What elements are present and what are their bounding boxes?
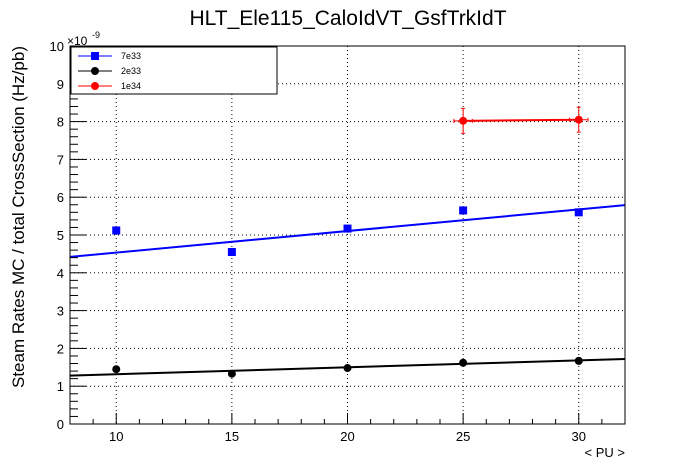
data-point-7e33 <box>574 208 583 217</box>
data-point-1e34 <box>459 116 468 125</box>
y-tick-label: 6 <box>57 190 64 205</box>
x-tick-label: 20 <box>340 429 354 444</box>
data-point-7e33 <box>343 224 352 233</box>
y-tick-label: 10 <box>50 39 64 54</box>
data-point-2e33 <box>112 365 121 374</box>
y-exponent-base: ×10 <box>67 34 88 48</box>
y-tick-label: 9 <box>57 77 64 92</box>
y-exponent-power: -9 <box>92 30 100 40</box>
x-axis-label: < PU > <box>585 445 625 460</box>
data-point-2e33 <box>459 358 468 367</box>
x-tick-label: 10 <box>109 429 123 444</box>
legend-marker-1e34 <box>91 82 99 90</box>
legend-marker-7e33 <box>91 52 99 60</box>
y-tick-label: 7 <box>57 152 64 167</box>
legend-label-7e33: 7e33 <box>121 51 141 61</box>
x-tick-label: 15 <box>225 429 239 444</box>
y-tick-label: 1 <box>57 379 64 394</box>
y-tick-label: 4 <box>57 266 64 281</box>
data-point-2e33 <box>227 369 236 378</box>
y-tick-label: 5 <box>57 228 64 243</box>
y-tick-label: 8 <box>57 115 64 130</box>
data-point-2e33 <box>574 356 583 365</box>
data-marks <box>112 106 589 378</box>
data-point-7e33 <box>227 248 236 257</box>
chart-title: HLT_Ele115_CaloIdVT_GsfTrkIdT <box>189 7 506 30</box>
y-tick-label: 3 <box>57 304 64 319</box>
axes: 10 15 20 25 30 0 1 2 3 4 5 6 7 8 9 10 <box>50 39 626 444</box>
y-tick-label: 0 <box>57 417 64 432</box>
x-tick-label: 30 <box>572 429 586 444</box>
series-line-1e34 <box>463 118 579 122</box>
y-tick-label: 2 <box>57 341 64 356</box>
legend-label-1e34: 1e34 <box>121 81 141 91</box>
x-tick-label: 25 <box>456 429 470 444</box>
legend-marker-2e33 <box>91 67 99 75</box>
legend: 7e33 2e33 1e34 <box>70 46 278 95</box>
y-axis-label: Steam Rates MC / total CrossSection (Hz/… <box>9 46 28 388</box>
legend-label-2e33: 2e33 <box>121 66 141 76</box>
data-point-7e33 <box>459 206 468 215</box>
data-point-1e34 <box>574 115 583 124</box>
data-point-2e33 <box>343 364 352 373</box>
data-point-7e33 <box>112 226 121 235</box>
